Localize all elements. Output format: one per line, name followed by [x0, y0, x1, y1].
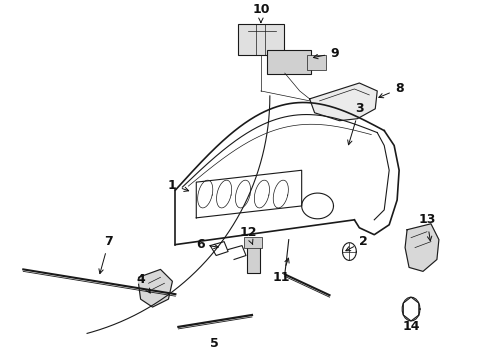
Text: 1: 1 [168, 179, 189, 192]
FancyBboxPatch shape [238, 23, 284, 55]
Text: 7: 7 [99, 235, 113, 274]
FancyBboxPatch shape [267, 50, 311, 74]
Text: 3: 3 [348, 102, 364, 145]
Polygon shape [139, 269, 172, 307]
Text: 12: 12 [239, 226, 257, 244]
Polygon shape [405, 224, 439, 271]
Text: 4: 4 [136, 273, 150, 293]
FancyBboxPatch shape [247, 244, 260, 273]
Text: 5: 5 [210, 337, 219, 350]
FancyBboxPatch shape [244, 237, 263, 248]
Text: 11: 11 [273, 258, 291, 284]
Polygon shape [310, 83, 377, 121]
Text: 13: 13 [418, 213, 436, 241]
Text: 8: 8 [379, 82, 403, 98]
FancyBboxPatch shape [307, 55, 326, 69]
Text: 14: 14 [402, 320, 420, 333]
Text: 6: 6 [196, 238, 219, 251]
Text: 2: 2 [346, 235, 368, 251]
Text: 9: 9 [314, 47, 339, 60]
Text: 10: 10 [252, 3, 270, 22]
